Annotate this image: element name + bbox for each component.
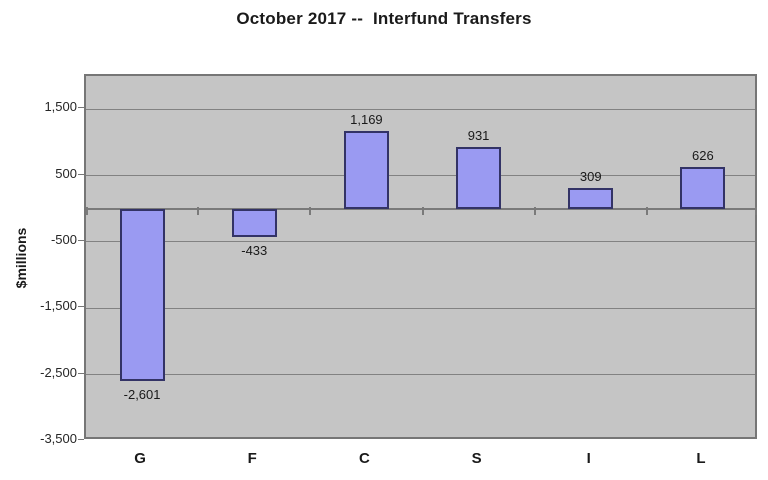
category-label-F: F (247, 450, 257, 467)
y-tick-label: 500 (55, 165, 77, 181)
category-boundary-tick (755, 206, 757, 215)
gridline (86, 374, 755, 376)
category-label-I: I (586, 450, 591, 467)
gridline (86, 241, 755, 243)
gridline (86, 307, 755, 309)
category-boundary-tick (86, 206, 88, 215)
category-label-L: L (696, 450, 706, 467)
y-tick-label: -3,500 (40, 431, 77, 446)
y-tick-label: -500 (50, 231, 77, 247)
y-tick-mark (78, 439, 84, 440)
category-label-G: G (134, 450, 146, 467)
y-tick-mark (78, 107, 84, 109)
gridline (86, 175, 755, 177)
category-boundary-tick (421, 206, 424, 215)
zero-axis-line (86, 207, 755, 210)
category-label-C: C (358, 450, 370, 467)
bar-F (231, 208, 277, 238)
y-tick-label: -2,500 (40, 364, 77, 380)
category-boundary-tick (645, 206, 648, 215)
bar-C (343, 131, 389, 209)
bar-value-label: -433 (241, 243, 268, 259)
bar-value-label: 626 (692, 148, 714, 164)
y-tick-mark (78, 306, 84, 308)
y-tick-mark (78, 372, 84, 374)
category-boundary-tick (197, 206, 200, 215)
bar-value-label: 1,169 (350, 112, 383, 128)
chart-title: October 2017 -- Interfund Transfers (236, 9, 532, 28)
y-tick-label: -1,500 (40, 298, 77, 314)
bar-value-label: 931 (467, 127, 490, 143)
gridline (86, 108, 755, 110)
bar-S (456, 146, 502, 209)
y-tick-label: 1,500 (44, 99, 77, 115)
bar-L (680, 167, 726, 209)
category-boundary-tick (309, 206, 312, 215)
bar-value-label: -2,601 (123, 387, 161, 403)
bar-G (119, 208, 165, 382)
y-tick-mark (78, 239, 84, 241)
bar-I (568, 188, 614, 209)
y-tick-mark (78, 173, 84, 175)
category-boundary-tick (533, 206, 536, 215)
category-label-S: S (471, 450, 482, 467)
bar-value-label: 309 (579, 169, 602, 185)
plot-area: -2,601 -433 1,169 931 309 626 (84, 74, 757, 439)
